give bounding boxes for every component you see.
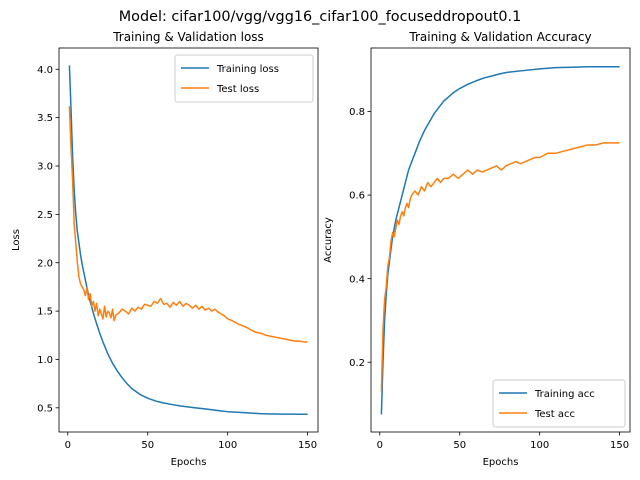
axes-frame [58,47,319,433]
x-tick-label: 50 [453,440,466,451]
x-tick-label: 0 [65,440,71,451]
chart-panel-2: 0 50 100 150 0.2 0.4 0.6 0.8 Training & Validati… [323,30,631,468]
x-tick-label: 150 [610,440,629,451]
y-tick-label: 3.0 [37,162,53,173]
y-tick-label: 0.8 [349,107,365,118]
chart-panel-1: 0 50 100 150 0.5 1.0 1.5 2.0 2.5 3.0 3.5 4.0 Trainin… [11,30,319,468]
chart-title: Training & Validation loss [112,30,264,44]
x-tick-label: 100 [530,440,549,451]
series-line-2 [380,142,620,392]
y-tick-label: 1.0 [37,355,53,366]
y-axis-label: Accuracy [323,217,334,263]
x-tick-label: 100 [218,440,237,451]
figure-suptitle: Model: cifar100/vgg/vgg16_cifar100_focus… [119,9,521,25]
series-line-1 [380,66,620,415]
y-axis-label: Loss [11,229,22,251]
legend-label: Test acc [534,409,575,420]
legend-label: Test loss [216,84,259,95]
x-tick-label: 150 [298,440,317,451]
legend-box [174,54,314,103]
legend-box [492,379,626,428]
x-axis-label: Epochs [171,457,207,468]
y-tick-label: 4.0 [37,65,53,76]
y-tick-label: 0.2 [349,358,365,369]
chart-title: Training & Validation Accuracy [408,30,591,44]
series-line-2 [68,106,308,343]
legend: Training loss Test loss [174,54,314,103]
axes-frame [370,47,631,433]
x-tick-label: 50 [141,440,154,451]
y-tick-label: 0.4 [349,274,365,285]
y-tick-label: 2.0 [37,258,53,269]
legend-label: Training loss [216,64,279,75]
y-tick-label: 3.5 [37,113,53,124]
y-tick-label: 2.5 [37,210,53,221]
x-axis-label: Epochs [483,457,519,468]
y-tick-label: 1.5 [37,307,53,318]
legend-label: Training acc [534,389,595,400]
series-line-1 [68,65,308,415]
x-tick-label: 0 [377,440,383,451]
y-tick-label: 0.5 [37,403,53,414]
y-tick-label: 0.6 [349,191,365,202]
legend: Training acc Test acc [492,379,626,428]
